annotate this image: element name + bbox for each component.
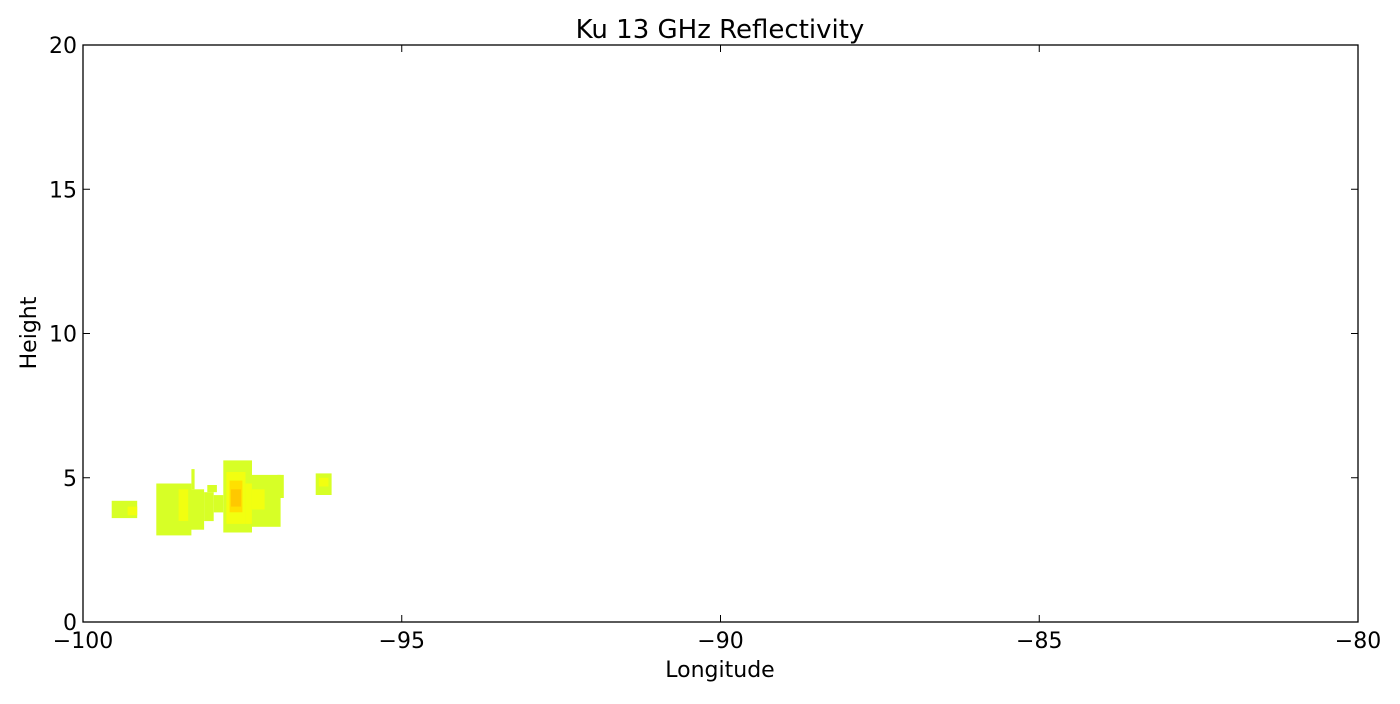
y-axis-label: Height [17,296,42,369]
reflectivity-cell [277,474,284,498]
reflectivity-cell [188,489,205,530]
x-axis: −100 −95 −90 −85 −80 [53,45,1381,654]
x-tick-label: −95 [379,629,425,654]
reflectivity-cell [204,492,214,522]
y-axis: 0 5 10 15 20 [49,34,1358,636]
y-tick-label: 5 [63,467,77,492]
reflectivity-cell [159,518,176,530]
y-tick-label: 0 [63,611,77,636]
y-tick-label: 10 [49,323,77,348]
x-tick-label: −85 [1016,629,1062,654]
reflectivity-cell [191,469,195,490]
x-axis-label: Longitude [665,658,774,683]
y-tick-label: 15 [49,178,77,203]
x-tick-label: −80 [1335,629,1381,654]
reflectivity-cell [213,495,224,513]
reflectivity-cell [230,489,242,507]
reflectivity-cells [111,460,332,536]
reflectivity-cell [245,483,256,524]
y-tick-label: 20 [49,34,77,59]
chart-title: Ku 13 GHz Reflectivity [576,15,865,45]
reflectivity-cell [127,506,138,516]
reflectivity-cell [251,489,265,510]
x-tick-label: −90 [697,629,743,654]
reflectivity-cell [207,485,217,493]
plot-frame [82,44,1359,623]
reflectivity-cell [318,477,329,487]
x-tick-label: −100 [53,629,113,654]
